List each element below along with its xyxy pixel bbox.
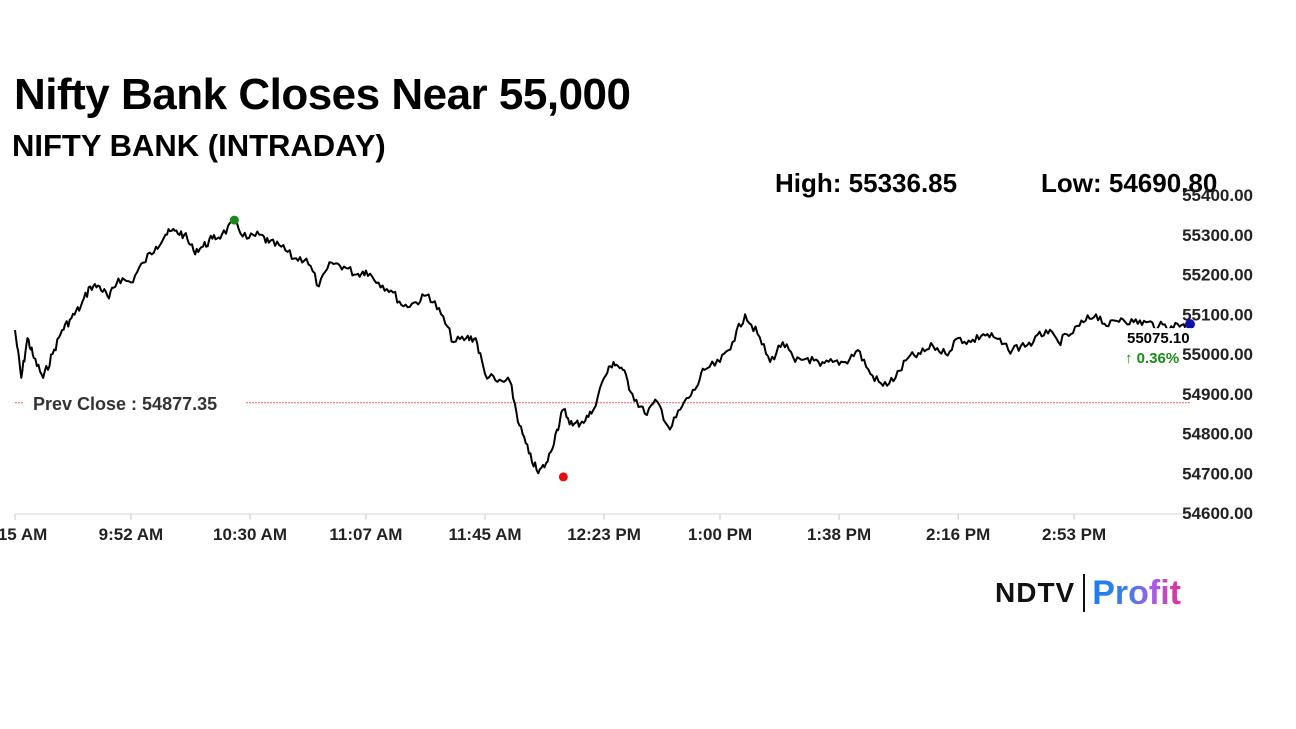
y-tick-label: 54800.00: [1182, 425, 1253, 444]
prev-close-label-bg: [24, 390, 246, 415]
y-tick-label: 54600.00: [1182, 504, 1253, 523]
day-high-label: High: 55336.85: [775, 168, 958, 198]
y-tick-label: 54900.00: [1182, 385, 1253, 404]
x-tick-label: 1:00 PM: [688, 525, 752, 544]
x-tick-label: 9:52 AM: [99, 525, 164, 544]
intraday-line-chart: 9:15 AM 9:52 AM 10:30 AM 11:07 AM 11:45 AM 12…: [0, 186, 1253, 544]
x-tick-label: 9:15 AM: [0, 525, 47, 544]
day-high-marker: [229, 215, 239, 225]
ndtv-profit-logo: NDTV Profit: [995, 572, 1181, 614]
day-low-marker: [558, 472, 568, 482]
logo-brand: NDTV: [995, 577, 1076, 608]
y-tick-label: 55100.00: [1182, 305, 1253, 324]
prev-close-label: Prev Close : 54877.35: [33, 394, 217, 414]
chart-subtitle: NIFTY BANK (INTRADAY): [12, 128, 386, 163]
last-price-label: 55075.10: [1127, 330, 1190, 347]
x-tick-label: 11:07 AM: [329, 525, 402, 544]
x-tick-label: 2:53 PM: [1042, 525, 1106, 544]
last-price-label-bg: [1124, 328, 1198, 347]
logo-product: Profit: [1092, 573, 1182, 612]
last-change-label: ↑ 0.36%: [1125, 350, 1179, 367]
x-tick-label: 12:23 PM: [567, 525, 641, 544]
day-low-label: Low: 54690.80: [1041, 168, 1218, 198]
price-series-line: [14, 220, 1191, 475]
y-tick-label: 55000.00: [1182, 345, 1253, 364]
x-tick-label: 11:45 AM: [448, 525, 521, 544]
x-tick-label: 1:38 PM: [807, 525, 871, 544]
y-tick-label: 55300.00: [1182, 226, 1253, 245]
logo-divider: [1083, 574, 1086, 612]
y-tick-label: 55400.00: [1182, 186, 1253, 205]
x-tick-label: 10:30 AM: [213, 525, 287, 544]
x-tick-label: 2:16 PM: [926, 525, 990, 544]
last-price-marker: [1185, 319, 1195, 330]
y-tick-label: 55200.00: [1182, 266, 1253, 285]
y-tick-label: 54700.00: [1182, 464, 1253, 483]
chart-headline: Nifty Bank Closes Near 55,000: [14, 70, 631, 119]
